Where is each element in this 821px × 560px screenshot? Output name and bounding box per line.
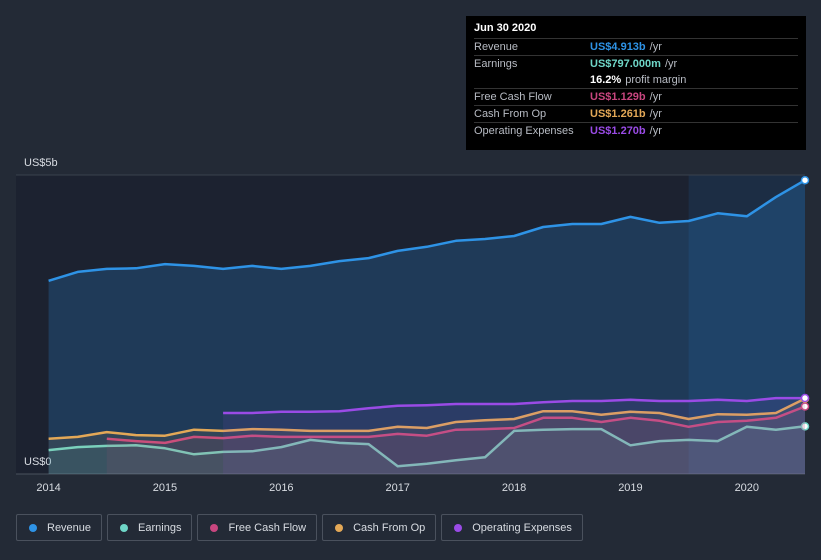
x-tick-label: 2020: [735, 482, 759, 494]
tooltip-label: Revenue: [474, 41, 519, 53]
x-tick-label: 2015: [153, 482, 177, 494]
series-area: [106, 406, 806, 474]
series-area: [223, 398, 806, 474]
series-line: [223, 396, 805, 415]
tooltip-row: Cash From Op US$1.261b/yr: [474, 105, 798, 122]
legend-label: Earnings: [138, 521, 182, 534]
tooltip-row: Free Cash Flow US$1.129b/yr: [474, 88, 798, 105]
tooltip-row: Operating Expenses US$1.270b/yr: [474, 122, 798, 139]
tooltip-label: Earnings: [474, 58, 518, 70]
x-tick-label: 2019: [618, 482, 642, 494]
legend-label: Free Cash Flow: [228, 521, 307, 534]
tooltip-value: US$1.270b: [590, 125, 646, 137]
tooltip-unit: /yr: [649, 108, 662, 120]
tooltip-value: US$797.000m: [590, 58, 661, 70]
legend-dot: [454, 523, 463, 532]
series-line: [48, 397, 806, 440]
legend-label: Revenue: [47, 521, 92, 534]
legend-item[interactable]: Cash From Op: [322, 514, 437, 541]
legend-label: Cash From Op: [353, 521, 426, 534]
y-tick-label: US$0: [24, 456, 52, 468]
tooltip-row: 16.2% profit margin: [474, 72, 798, 88]
tooltip-value: US$1.261b: [590, 108, 646, 120]
x-tick-label: 2017: [385, 482, 409, 494]
tooltip-row: Revenue US$4.913b/yr: [474, 38, 798, 55]
x-tick-label: 2018: [502, 482, 526, 494]
series-line: [106, 405, 806, 445]
legend-dot: [335, 523, 344, 532]
tooltip-label: Cash From Op: [474, 108, 547, 120]
tooltip-title: Jun 30 2020: [474, 22, 537, 34]
legend-dot: [120, 523, 129, 532]
legend-dot: [29, 523, 37, 532]
tooltip-label: Operating Expenses: [474, 125, 574, 137]
series-line: [48, 179, 806, 282]
series-area: [48, 398, 806, 474]
tooltip-row: Earnings US$797.000m/yr: [474, 55, 798, 72]
series-line: [48, 425, 806, 468]
tooltip-value: US$4.913b: [590, 41, 646, 53]
end-point: [800, 175, 810, 185]
tooltip: Jun 30 2020 Revenue US$4.913b/yr Earnings U…: [466, 16, 806, 150]
tooltip-unit: /yr: [664, 58, 678, 70]
legend-dot: [210, 523, 219, 532]
legend-item[interactable]: Revenue: [16, 514, 103, 541]
tooltip-value: US$1.129b: [590, 91, 646, 103]
tooltip-value: 16.2%: [590, 74, 622, 86]
legend: Revenue Earnings Free Cash Flow Cash From O…: [16, 514, 583, 541]
legend-item[interactable]: Earnings: [107, 514, 193, 541]
x-tick-label: 2014: [36, 482, 60, 494]
x-tick-label: 2016: [269, 482, 293, 494]
legend-item[interactable]: Free Cash Flow: [197, 514, 318, 541]
tooltip-label: Free Cash Flow: [474, 91, 552, 103]
end-point: [800, 393, 810, 403]
y-tick-label: US$5b: [24, 157, 58, 169]
end-point: [800, 402, 810, 411]
tooltip-unit: profit margin: [625, 74, 687, 86]
tooltip-unit: /yr: [649, 91, 662, 103]
end-point: [800, 422, 810, 431]
legend-label: Operating Expenses: [472, 521, 572, 534]
tooltip-unit: /yr: [649, 41, 662, 53]
legend-item[interactable]: Operating Expenses: [441, 514, 583, 541]
tooltip-unit: /yr: [649, 125, 662, 137]
